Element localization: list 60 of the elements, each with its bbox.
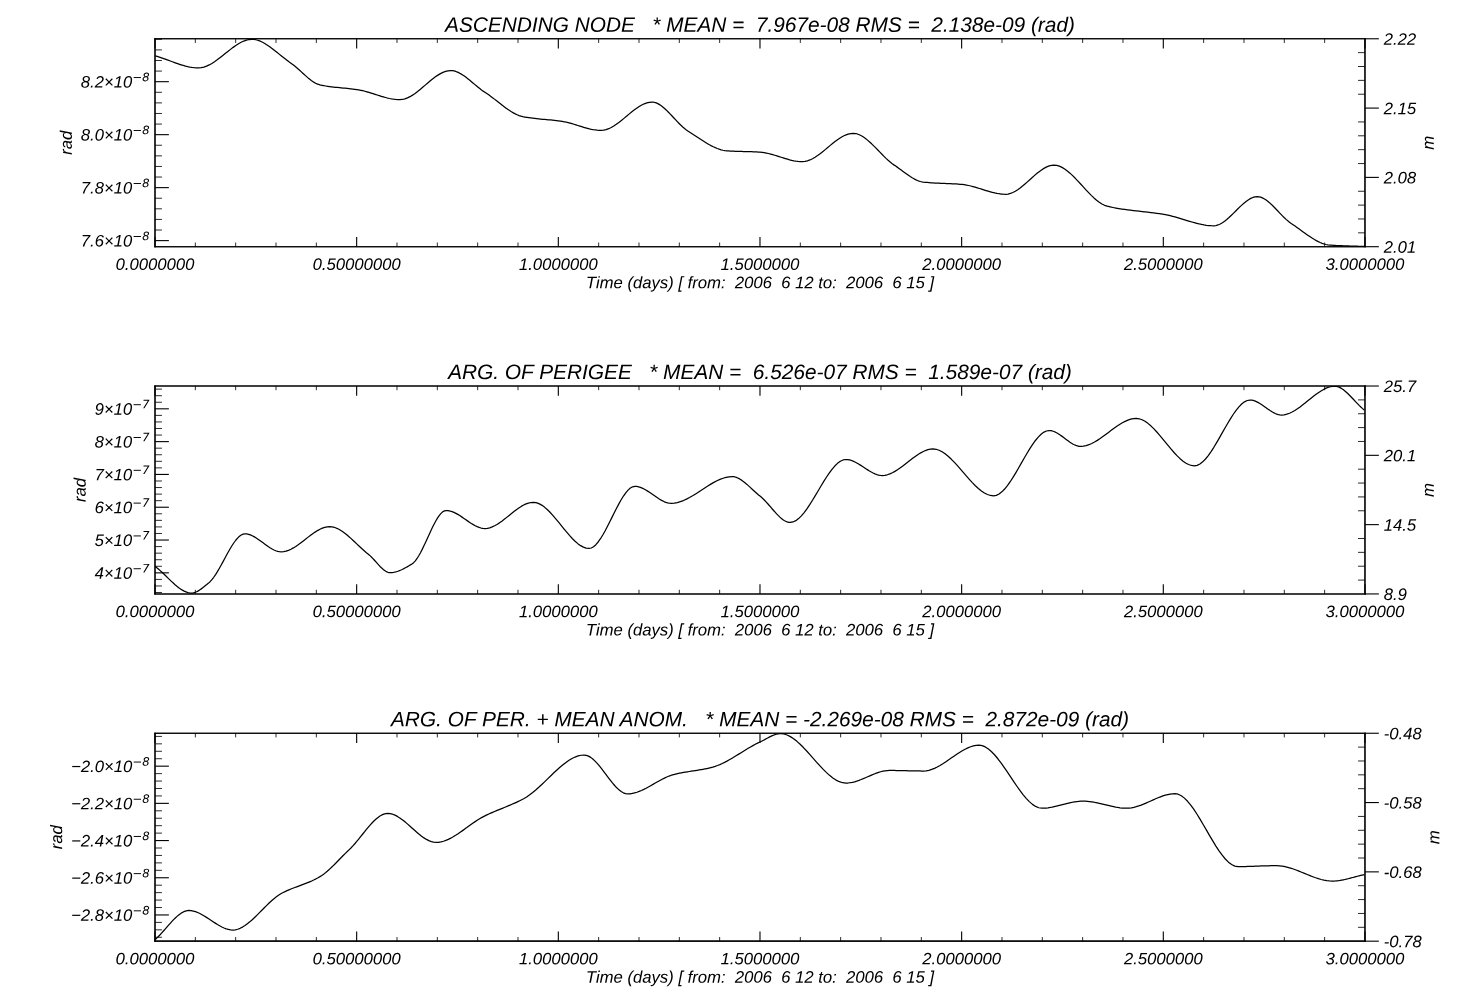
y-axis-title: rad: [73, 477, 86, 502]
x-tick-label: 1.5000000: [721, 605, 800, 618]
y-tick-label: 6×10$^{−7}$: [95, 498, 150, 514]
y2-tick-label: -0.58: [1384, 796, 1422, 809]
y2-tick-label: -0.68: [1384, 866, 1422, 879]
y2-tick-label: 25.7: [1383, 380, 1417, 393]
chart-title: ARG. OF PER. + MEAN ANOM. * MEAN = -2.269e-08 RMS = 2.872e-09 (rad): [389, 711, 1128, 731]
x-tick-label: 3.0000000: [1325, 258, 1405, 271]
x-tick-label: 1.5000000: [721, 952, 800, 965]
x-tick-label: 0.0000000: [116, 605, 195, 618]
x-tick-label: 1.0000000: [519, 605, 598, 618]
y-tick-label: 8.2×10$^{−8}$: [81, 72, 150, 88]
y-axis-title: rad: [59, 130, 72, 155]
x-tick-label: 0.0000000: [116, 952, 195, 965]
chart-title: ASCENDING NODE * MEAN = 7.967e-08 RMS = 2.138e-09 (rad): [444, 16, 1074, 37]
y2-tick-label: -0.78: [1384, 935, 1422, 948]
x-tick-label: 1.5000000: [721, 258, 800, 271]
y2-tick-label: 2.15: [1383, 102, 1417, 115]
y2-tick-label: 2.01: [1383, 241, 1415, 253]
x-tick-label: 1.0000000: [519, 952, 598, 965]
x-tick-label: 3.0000000: [1325, 605, 1405, 618]
x-tick-label: 0.50000000: [313, 605, 401, 618]
x-tick-label: 2.0000000: [922, 952, 1001, 965]
x-tick-label: 2.0000000: [922, 605, 1001, 618]
y2-tick-label: 20.1: [1383, 449, 1415, 462]
x-axis-title: Time (days) [ from: 2006 6 12 to: 2006 6 15 ]: [587, 623, 935, 639]
x-tick-label: 0.50000000: [313, 952, 401, 965]
x-tick-label: 1.0000000: [519, 258, 598, 271]
y-tick-label: −2.8×10$^{−8}$: [72, 905, 150, 922]
y2-tick-label: -0.48: [1384, 727, 1422, 740]
y2-tick-label: 14.5: [1384, 519, 1417, 531]
x-axis-title: Time (days) [ from: 2006 6 12 to: 2006 6 15 ]: [587, 276, 935, 292]
y2-tick-label: 2.08: [1383, 171, 1417, 184]
y2-axis-title: m: [1430, 831, 1440, 844]
x-tick-label: 2.5000000: [1123, 952, 1203, 965]
y-tick-label: 7×10$^{−7}$: [96, 465, 150, 481]
y-tick-label: 7.8×10$^{−8}$: [82, 178, 150, 194]
x-tick-label: 2.5000000: [1123, 605, 1203, 618]
y2-axis-title: m: [1424, 136, 1434, 150]
x-tick-label: 2.5000000: [1123, 258, 1203, 271]
y-tick-label: 7.6×10$^{−8}$: [82, 231, 150, 247]
y2-tick-label: 2.22: [1383, 33, 1416, 45]
x-tick-label: 0.50000000: [313, 258, 401, 271]
y-tick-label: 4×10$^{−7}$: [94, 563, 150, 579]
y-tick-label: 8×10$^{−7}$: [95, 432, 150, 448]
x-tick-label: 0.0000000: [116, 258, 195, 271]
y-tick-label: −2.6×10$^{−8}$: [72, 868, 150, 884]
x-tick-label: 3.0000000: [1325, 952, 1405, 965]
y-tick-label: −2.2×10$^{−8}$: [72, 794, 150, 810]
y2-tick-label: 8.9: [1384, 588, 1407, 601]
y-tick-label: −2.0×10$^{−8}$: [72, 757, 150, 773]
y-axis-title: rad: [50, 824, 63, 849]
x-axis-title: Time (days) [ from: 2006 6 12 to: 2006 6 15 ]: [587, 970, 935, 987]
y-tick-label: −2.4×10$^{−8}$: [72, 831, 150, 847]
y-tick-label: 9×10$^{−7}$: [95, 399, 150, 415]
y-tick-label: 8.0×10$^{−8}$: [81, 125, 150, 141]
y-tick-label: 5×10$^{−7}$: [95, 531, 150, 547]
x-tick-label: 2.0000000: [922, 258, 1001, 271]
chart-title: ARG. OF PERIGEE * MEAN = 6.526e-07 RMS = 1.589e-07 (rad): [447, 363, 1071, 384]
y2-axis-title: m: [1424, 483, 1434, 497]
